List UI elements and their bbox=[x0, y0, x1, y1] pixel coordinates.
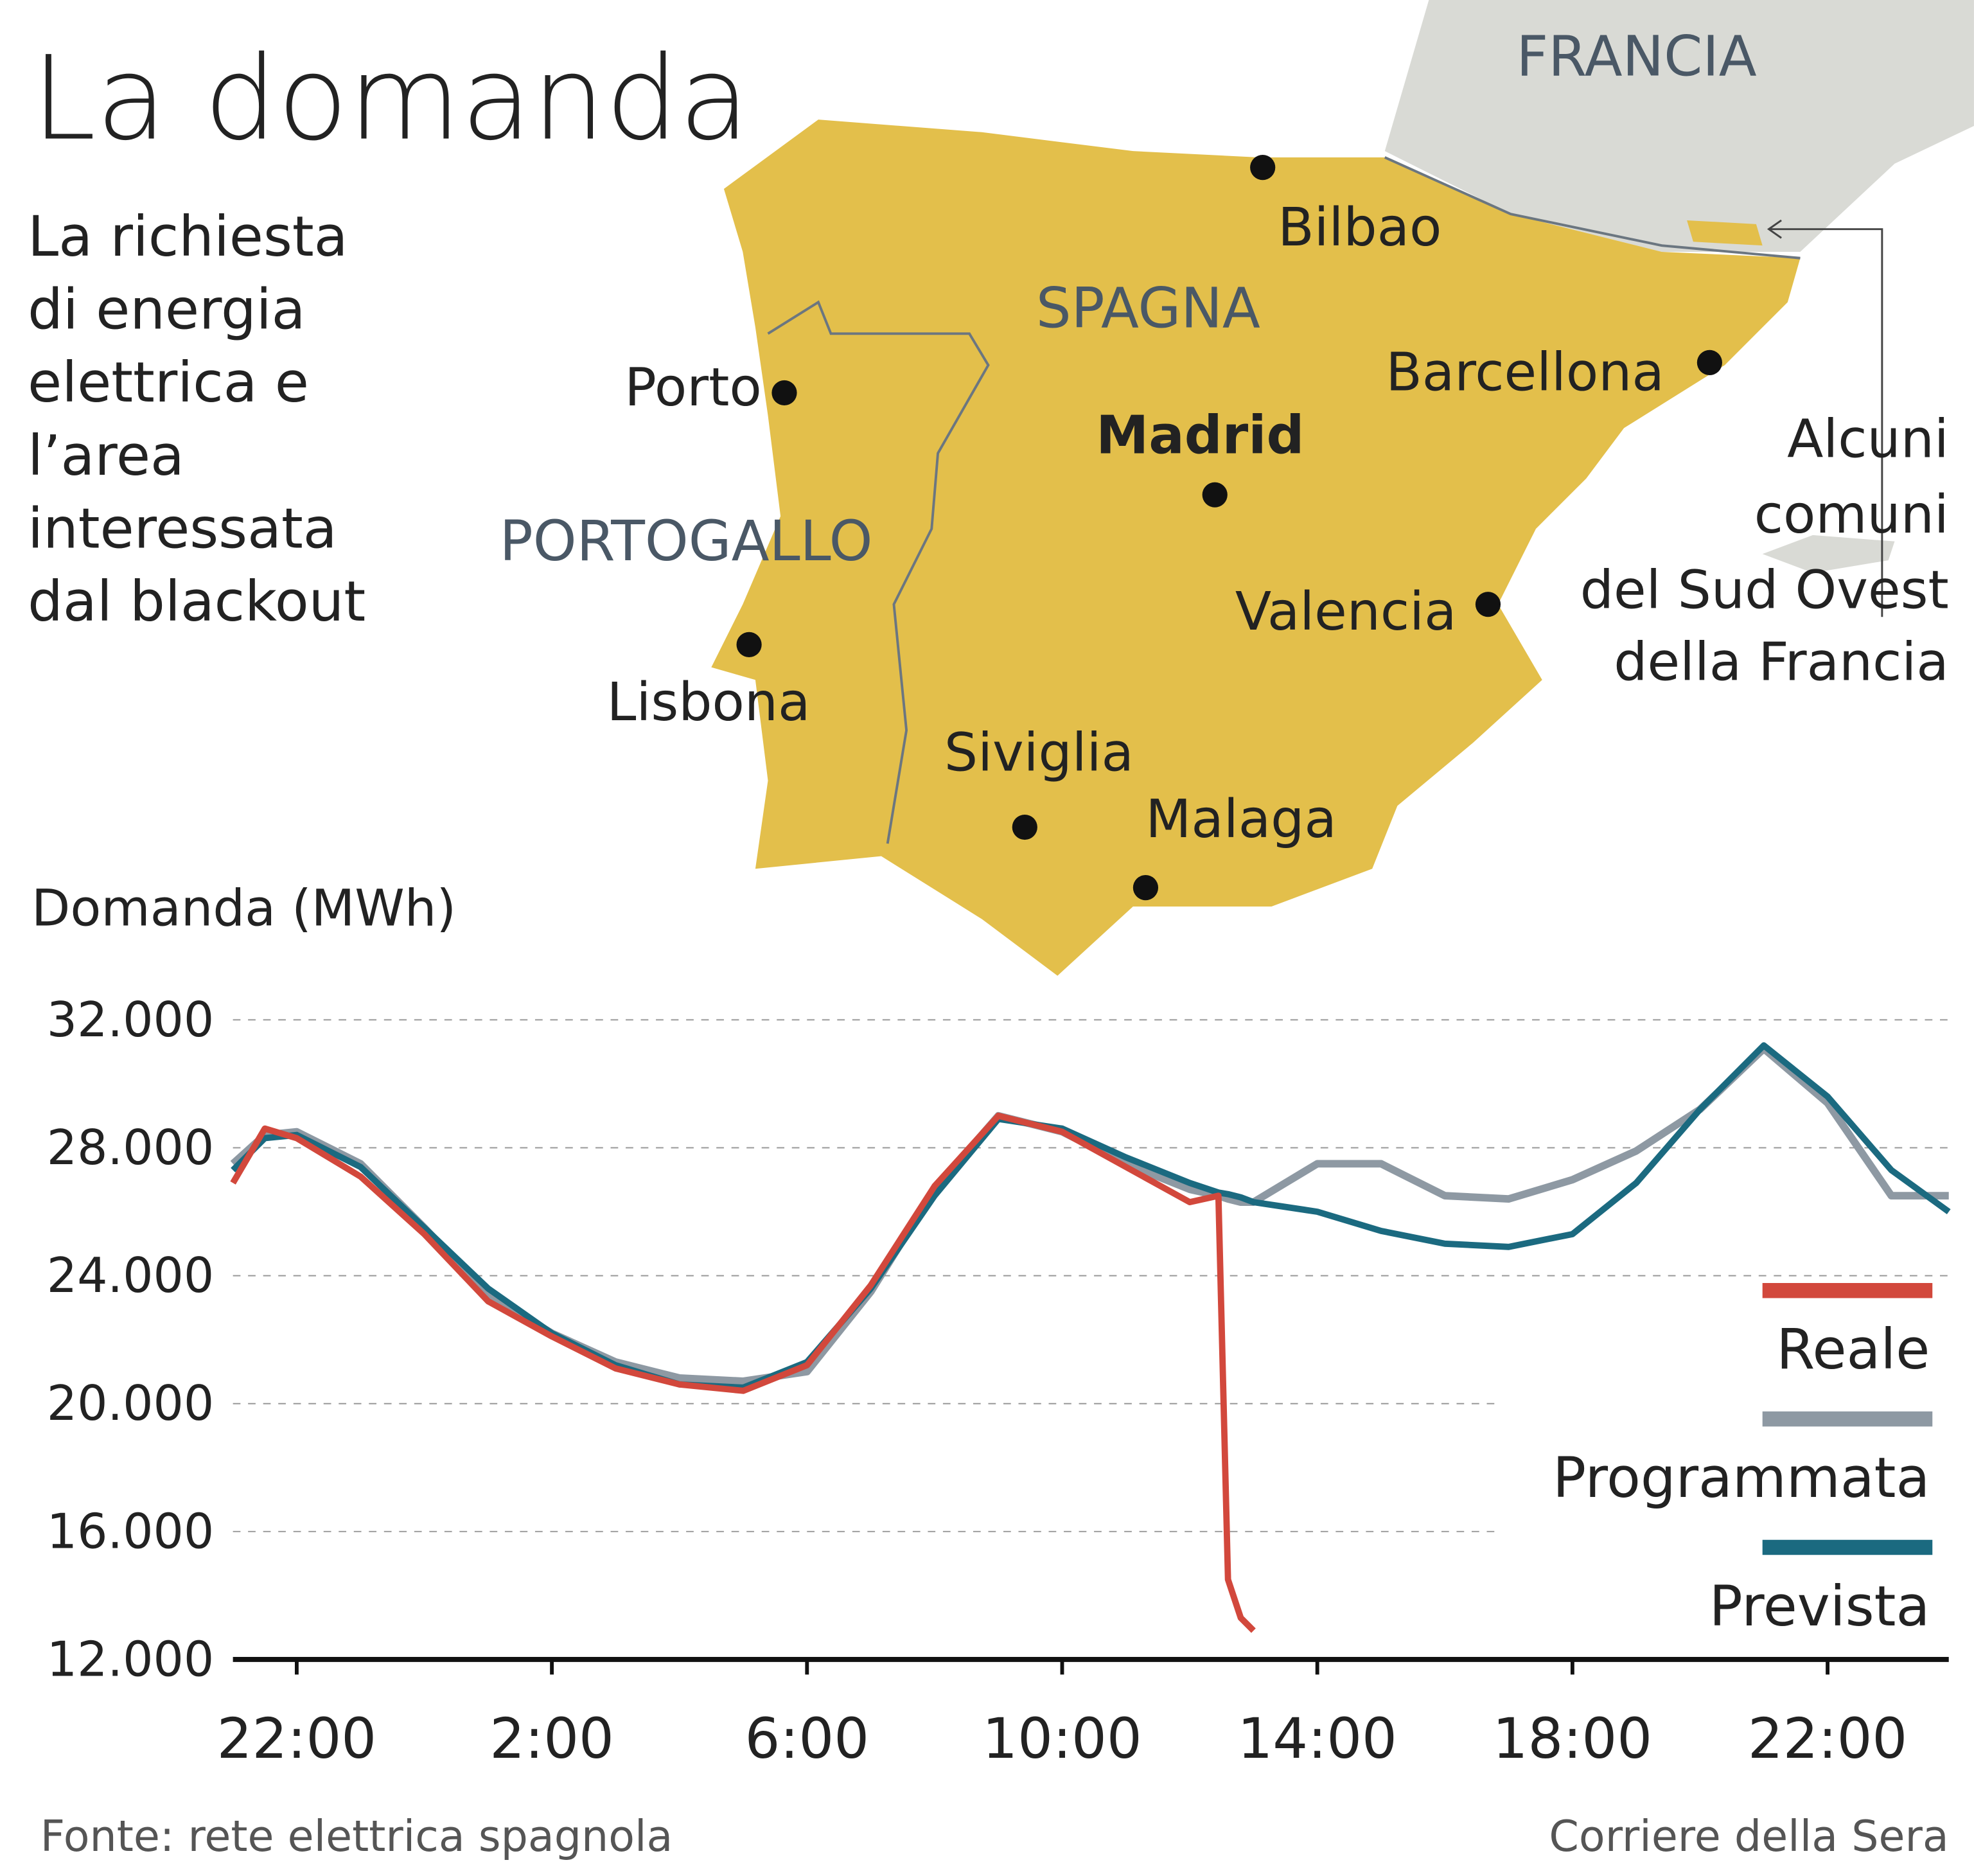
note-line: comuni bbox=[1754, 484, 1949, 545]
y-tick-label: 32.000 bbox=[47, 992, 215, 1048]
note: Alcuni comuni del Sud Ovest della Franci… bbox=[1580, 409, 1949, 693]
y-tick-label: 24.000 bbox=[47, 1248, 215, 1304]
city-label: Malaga bbox=[1145, 789, 1336, 850]
x-tick-label: 10:00 bbox=[982, 1707, 1141, 1771]
y-tick-label: 28.000 bbox=[47, 1120, 215, 1176]
border bbox=[767, 300, 990, 844]
series-line bbox=[230, 1112, 1256, 1633]
border bbox=[1384, 156, 1801, 260]
country-label: SPAGNA bbox=[1036, 277, 1260, 341]
islands bbox=[1762, 535, 1895, 573]
note-line: Alcuni bbox=[1787, 409, 1949, 470]
city-label: Barcellona bbox=[1386, 342, 1664, 403]
series-line bbox=[230, 1045, 1949, 1385]
city-dot bbox=[771, 380, 797, 406]
city-label: Porto bbox=[624, 357, 761, 418]
city-dot bbox=[1132, 875, 1159, 901]
city-dot bbox=[1202, 482, 1228, 508]
city-dot bbox=[1696, 350, 1722, 375]
series-line bbox=[231, 1042, 1951, 1391]
city-dot bbox=[1475, 592, 1501, 617]
city-label: Madrid bbox=[1096, 405, 1304, 466]
subtitle-box: La richiesta di energia elettrica e l’ar… bbox=[28, 205, 366, 635]
iberia-shape bbox=[711, 119, 1801, 976]
france-affected bbox=[1687, 220, 1763, 246]
chart-subtitle: La richiesta di energia elettrica e l’ar… bbox=[28, 205, 366, 635]
city-label: Bilbao bbox=[1278, 197, 1441, 258]
legend-label: Prevista bbox=[1709, 1575, 1930, 1639]
y-axis-label: Domanda (MWh) bbox=[31, 879, 456, 937]
credit: Corriere della Sera bbox=[1549, 1811, 1948, 1861]
cities: Bilbao Barcellona Porto Valencia Lisbona… bbox=[607, 155, 1722, 901]
y-tick-label: 20.000 bbox=[47, 1376, 215, 1431]
x-tick-label: 6:00 bbox=[745, 1707, 869, 1771]
note-line: del Sud Ovest bbox=[1580, 560, 1949, 621]
chart-title: La domanda bbox=[31, 31, 750, 166]
plot: 12.000 16.000 20.000 24.000 28.000 32.000 22:0… bbox=[47, 992, 1951, 1771]
x-tick-label: 22:00 bbox=[217, 1707, 376, 1771]
legend-label: Programmata bbox=[1553, 1446, 1930, 1510]
city-label: Valencia bbox=[1235, 581, 1457, 642]
city-dot bbox=[1012, 814, 1037, 840]
x-tick-label: 18:00 bbox=[1493, 1707, 1652, 1771]
y-tick-label: 16.000 bbox=[47, 1503, 215, 1559]
x-tick-label: 14:00 bbox=[1237, 1707, 1397, 1771]
y-tick-label: 12.000 bbox=[47, 1631, 215, 1687]
x-tick-label: 22:00 bbox=[1748, 1707, 1907, 1771]
city-label: Lisbona bbox=[607, 672, 811, 733]
pointer bbox=[1767, 219, 1883, 617]
legend-label: Reale bbox=[1776, 1318, 1930, 1382]
country-label: PORTOGALLO bbox=[500, 509, 873, 574]
city-dot bbox=[1250, 155, 1276, 181]
country-label: FRANCIA bbox=[1517, 25, 1757, 89]
source: Fonte: rete elettrica spagnola bbox=[40, 1811, 673, 1861]
city-label: Siviglia bbox=[944, 722, 1134, 783]
x-tick-label: 2:00 bbox=[489, 1707, 614, 1771]
france-shape bbox=[1384, 0, 1974, 252]
city-dot bbox=[736, 632, 762, 657]
note-line: della Francia bbox=[1614, 632, 1949, 693]
